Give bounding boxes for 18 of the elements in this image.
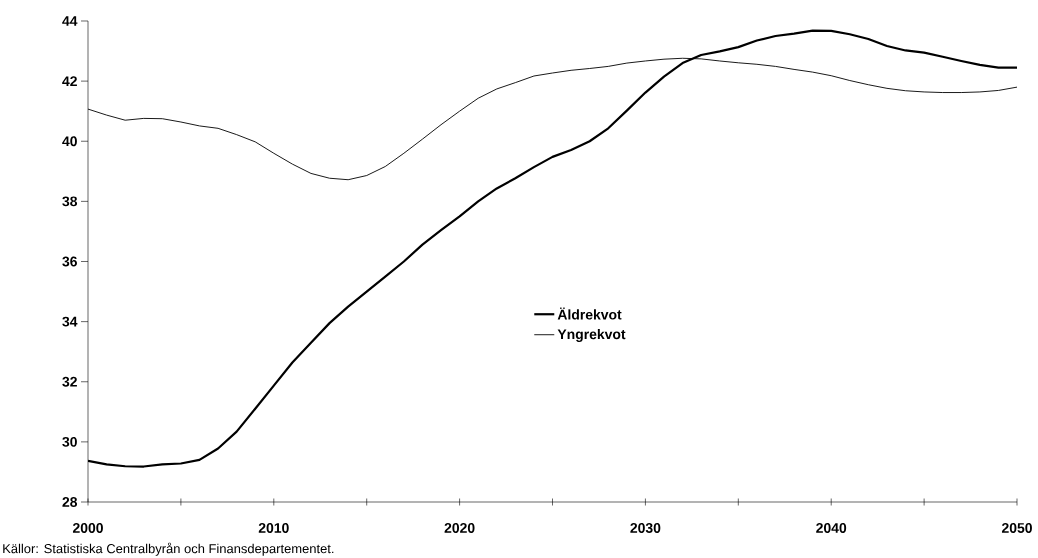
y-tick-label: 40: [62, 136, 77, 147]
y-tick-label: 30: [62, 436, 77, 447]
y-tick-label: 34: [62, 316, 78, 327]
x-tick-label: 2000: [72, 523, 103, 533]
y-tick-label: 28: [62, 497, 78, 507]
y-tick-label: 32: [62, 376, 77, 387]
y-tick-label: 44: [62, 16, 78, 26]
legend-label: Yngrekvot: [557, 328, 626, 342]
x-tick-label: 2010: [258, 523, 289, 533]
x-tick-label: 2020: [444, 523, 475, 533]
x-tick-label: 2050: [1001, 523, 1032, 533]
legend-label: Äldrekvot: [557, 307, 622, 320]
x-tick-label: 2040: [816, 523, 847, 533]
y-tick-label: 36: [62, 256, 77, 267]
x-tick-label: 2030: [630, 523, 661, 533]
y-tick-label: 38: [62, 196, 78, 207]
text: Källor: Statistiska Centralbyrån och Finansdepartementet.: [3, 542, 334, 556]
y-tick-label: 42: [62, 76, 77, 86]
